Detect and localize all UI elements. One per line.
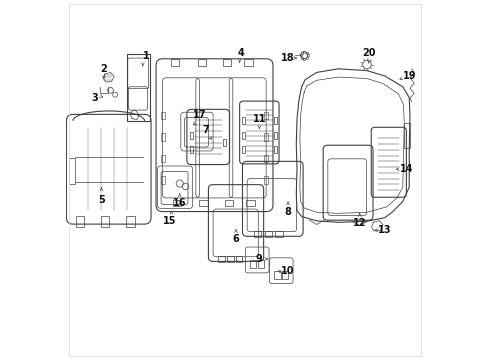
Bar	[246, 201, 255, 206]
Bar	[76, 216, 84, 226]
Bar	[190, 132, 193, 139]
Bar	[275, 231, 283, 237]
Bar	[227, 256, 234, 262]
Bar	[254, 231, 261, 237]
Bar	[236, 256, 243, 262]
Bar	[274, 146, 277, 153]
Bar	[199, 201, 208, 206]
Text: 8: 8	[285, 207, 292, 217]
Bar	[223, 59, 231, 66]
Bar	[300, 51, 303, 54]
Bar	[197, 59, 206, 66]
Bar	[172, 201, 181, 206]
Text: 1: 1	[143, 51, 150, 61]
Bar	[274, 132, 277, 139]
Bar	[403, 123, 410, 148]
Text: 10: 10	[281, 266, 295, 276]
Text: 3: 3	[91, 93, 98, 103]
Bar	[224, 201, 233, 206]
Text: 12: 12	[353, 218, 367, 228]
Bar	[264, 134, 268, 140]
Bar	[300, 57, 303, 59]
Bar	[245, 59, 253, 66]
Bar	[223, 139, 226, 146]
Bar	[161, 134, 165, 140]
Bar	[126, 54, 150, 121]
Bar	[258, 260, 265, 268]
Bar	[242, 132, 245, 139]
Bar	[126, 216, 135, 226]
Bar	[190, 146, 193, 153]
Text: 19: 19	[403, 71, 416, 81]
Text: 2: 2	[100, 64, 107, 74]
Text: 16: 16	[173, 198, 187, 208]
Bar	[264, 176, 268, 184]
Bar	[264, 155, 268, 162]
Text: 7: 7	[202, 125, 209, 135]
Text: 4: 4	[238, 48, 245, 58]
Bar	[161, 176, 165, 184]
Text: 17: 17	[194, 111, 207, 121]
Text: 11: 11	[252, 114, 266, 124]
Bar	[303, 50, 305, 53]
Bar	[101, 216, 109, 226]
Bar	[242, 117, 245, 125]
Bar	[171, 59, 179, 66]
Text: 15: 15	[163, 216, 176, 226]
Bar	[264, 112, 268, 119]
Bar	[306, 57, 308, 59]
Bar	[161, 112, 165, 119]
Text: 14: 14	[400, 164, 413, 174]
Bar	[265, 231, 272, 237]
Bar	[307, 54, 309, 56]
Bar	[274, 271, 280, 279]
Text: 18: 18	[281, 53, 295, 63]
Bar	[69, 158, 74, 184]
Text: 5: 5	[98, 195, 105, 205]
Bar	[306, 51, 308, 54]
Text: 13: 13	[378, 225, 392, 235]
Text: 9: 9	[256, 254, 263, 264]
Bar	[299, 54, 302, 56]
Text: 20: 20	[362, 48, 375, 58]
Bar	[161, 155, 165, 162]
Bar	[282, 271, 288, 279]
Text: 6: 6	[233, 234, 240, 244]
Bar	[250, 260, 256, 268]
Bar	[303, 58, 305, 60]
Bar	[242, 146, 245, 153]
Bar	[274, 117, 277, 125]
Bar	[218, 256, 224, 262]
